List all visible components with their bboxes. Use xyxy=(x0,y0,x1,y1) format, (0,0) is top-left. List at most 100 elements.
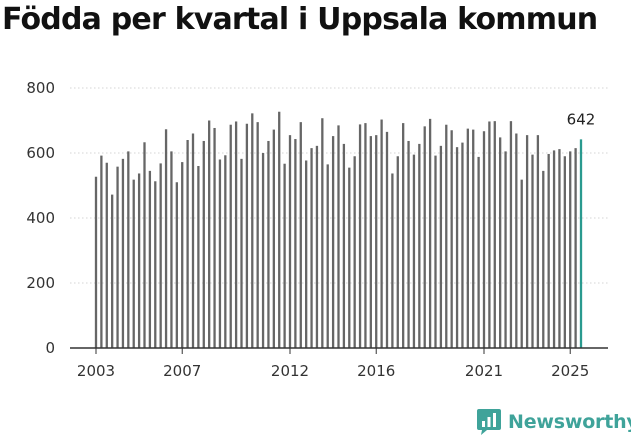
bar[interactable] xyxy=(202,140,205,348)
bar[interactable] xyxy=(175,182,178,348)
bar[interactable] xyxy=(428,118,432,349)
bar[interactable] xyxy=(418,143,421,348)
bar[interactable] xyxy=(310,148,313,349)
bar[interactable] xyxy=(569,151,572,349)
bar[interactable] xyxy=(132,179,135,348)
bar[interactable] xyxy=(337,125,340,349)
bar[interactable] xyxy=(380,119,383,348)
bar[interactable] xyxy=(542,170,545,349)
bar[interactable] xyxy=(111,194,114,348)
bar[interactable] xyxy=(402,123,405,348)
bar[interactable] xyxy=(504,151,507,349)
bar[interactable] xyxy=(536,135,540,349)
bar[interactable] xyxy=(547,153,550,348)
y-tick-label: 0 xyxy=(45,339,55,357)
bar[interactable] xyxy=(358,124,362,349)
bar[interactable] xyxy=(434,155,437,348)
bar[interactable] xyxy=(240,158,243,348)
bar[interactable] xyxy=(348,167,351,349)
bar[interactable] xyxy=(407,140,410,348)
bar[interactable] xyxy=(234,121,238,348)
bar[interactable] xyxy=(396,156,399,348)
bar[interactable] xyxy=(385,131,389,349)
bar[interactable] xyxy=(515,133,518,349)
bar[interactable] xyxy=(299,122,302,349)
bar[interactable] xyxy=(143,142,146,348)
bar[interactable] xyxy=(445,124,448,348)
bar[interactable] xyxy=(493,121,496,349)
x-tick-label: 2012 xyxy=(271,362,309,380)
bar[interactable] xyxy=(450,130,453,348)
bar[interactable] xyxy=(472,129,475,348)
bar[interactable] xyxy=(461,142,464,348)
bar[interactable] xyxy=(100,155,103,348)
bar[interactable] xyxy=(229,124,232,348)
bar[interactable] xyxy=(321,118,324,348)
bar[interactable] xyxy=(121,158,125,348)
bar[interactable] xyxy=(369,136,372,348)
bar[interactable] xyxy=(283,163,286,348)
bar[interactable] xyxy=(261,153,265,348)
bar[interactable] xyxy=(288,135,292,349)
bar[interactable] xyxy=(94,176,98,348)
bar[interactable] xyxy=(552,150,556,348)
bar[interactable] xyxy=(186,140,189,348)
bar[interactable] xyxy=(563,156,566,348)
bar[interactable] xyxy=(525,135,529,349)
bar[interactable] xyxy=(218,159,222,349)
bar[interactable] xyxy=(224,155,227,348)
bar[interactable] xyxy=(439,145,443,348)
bar[interactable] xyxy=(148,170,152,349)
bar[interactable] xyxy=(499,137,502,348)
bar[interactable] xyxy=(164,129,168,348)
bar[interactable] xyxy=(170,151,173,349)
bar[interactable] xyxy=(294,139,297,348)
bar[interactable] xyxy=(477,156,480,348)
bar[interactable] xyxy=(181,162,184,348)
bar[interactable] xyxy=(520,179,523,348)
bar[interactable] xyxy=(326,164,329,349)
bar[interactable] xyxy=(412,154,416,349)
bar[interactable] xyxy=(305,160,308,348)
bar[interactable] xyxy=(267,140,270,348)
bar[interactable] xyxy=(278,111,281,348)
x-tick-label: 2007 xyxy=(163,362,201,380)
bar[interactable] xyxy=(127,151,130,349)
bar[interactable] xyxy=(245,123,249,348)
bar[interactable] xyxy=(558,149,561,348)
bar[interactable] xyxy=(353,156,356,348)
bar[interactable] xyxy=(191,133,195,349)
bar[interactable] xyxy=(466,128,469,349)
bar[interactable] xyxy=(105,162,108,348)
bar[interactable] xyxy=(364,123,367,348)
y-tick-label: 400 xyxy=(26,209,55,227)
bar[interactable] xyxy=(315,145,319,348)
bar[interactable] xyxy=(256,122,259,349)
bar[interactable] xyxy=(423,126,426,348)
y-tick-label: 800 xyxy=(26,79,55,97)
bar[interactable] xyxy=(375,135,378,349)
bar[interactable] xyxy=(488,121,491,348)
bar[interactable] xyxy=(455,147,459,348)
bar[interactable] xyxy=(531,154,534,349)
newsworthy-logo[interactable]: Newsworthy xyxy=(476,408,631,436)
bar[interactable] xyxy=(116,166,119,348)
latest-value-label: 642 xyxy=(567,110,596,128)
bar[interactable] xyxy=(482,131,486,348)
bar[interactable] xyxy=(391,173,394,348)
bar[interactable] xyxy=(154,181,157,348)
bar[interactable] xyxy=(272,129,275,348)
bar[interactable] xyxy=(159,163,162,348)
bar[interactable] xyxy=(208,120,211,349)
bar[interactable] xyxy=(331,136,335,348)
bar[interactable] xyxy=(197,166,200,348)
bar[interactable] xyxy=(213,127,216,348)
bar[interactable] xyxy=(137,173,141,348)
bar[interactable] xyxy=(509,121,513,349)
bar[interactable] xyxy=(574,148,577,349)
axes xyxy=(70,347,608,354)
y-tick-label: 600 xyxy=(26,144,55,162)
bar[interactable] xyxy=(251,113,254,348)
bar-latest[interactable] xyxy=(579,139,583,348)
bar[interactable] xyxy=(342,143,346,348)
